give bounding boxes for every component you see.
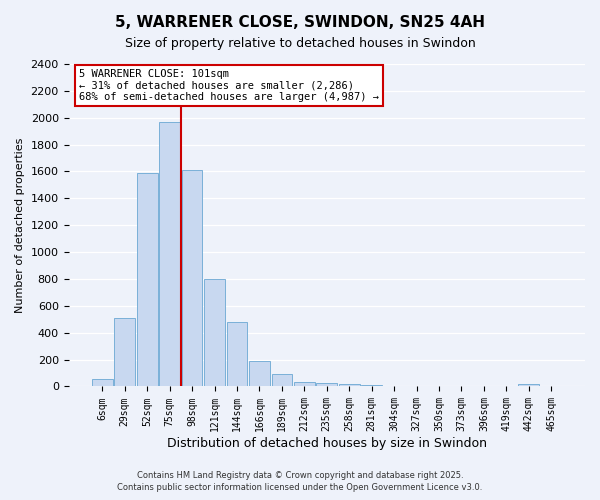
Bar [249, 361, 270, 386]
Bar [115, 318, 135, 386]
Bar [316, 383, 337, 386]
Text: Size of property relative to detached houses in Swindon: Size of property relative to detached ho… [125, 38, 475, 51]
Bar [518, 384, 539, 386]
Bar [92, 379, 113, 386]
Bar [182, 170, 202, 386]
Bar [227, 322, 247, 386]
Bar [204, 279, 225, 386]
Bar [272, 374, 292, 386]
Bar [361, 385, 382, 386]
Bar [137, 173, 158, 386]
Bar [339, 384, 359, 386]
X-axis label: Distribution of detached houses by size in Swindon: Distribution of detached houses by size … [167, 437, 487, 450]
Bar [160, 122, 180, 386]
Bar [294, 382, 314, 386]
Text: 5, WARRENER CLOSE, SWINDON, SN25 4AH: 5, WARRENER CLOSE, SWINDON, SN25 4AH [115, 15, 485, 30]
Y-axis label: Number of detached properties: Number of detached properties [15, 138, 25, 313]
Text: Contains HM Land Registry data © Crown copyright and database right 2025.
Contai: Contains HM Land Registry data © Crown c… [118, 471, 482, 492]
Text: 5 WARRENER CLOSE: 101sqm
← 31% of detached houses are smaller (2,286)
68% of sem: 5 WARRENER CLOSE: 101sqm ← 31% of detach… [79, 69, 379, 102]
